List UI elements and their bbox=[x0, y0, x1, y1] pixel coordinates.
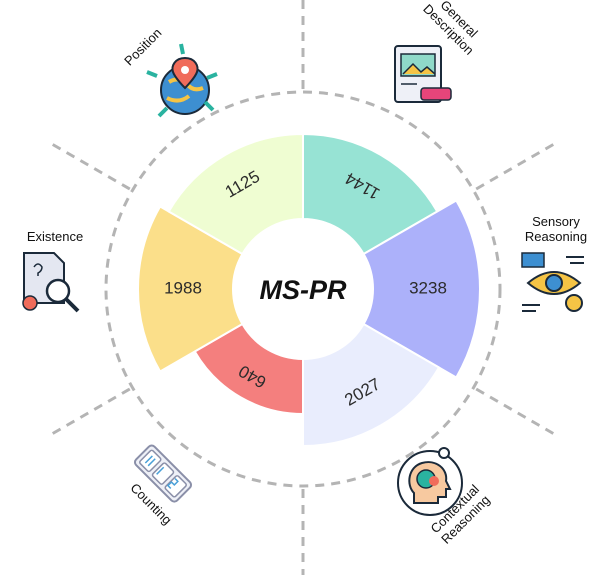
image-description-icon bbox=[394, 45, 452, 103]
globe-location-icon bbox=[146, 43, 218, 118]
divider-line bbox=[475, 387, 555, 436]
head-puzzle-icon bbox=[397, 447, 463, 516]
value-label-sensory-reasoning: 3238 bbox=[409, 278, 447, 297]
center-hole bbox=[233, 219, 373, 359]
document-search-icon bbox=[22, 252, 80, 313]
center-title: MS-PR bbox=[260, 275, 348, 305]
divider-line bbox=[51, 387, 131, 436]
divider-line bbox=[475, 142, 555, 191]
category-label-sensory-reasoning: Sensory Reasoning bbox=[525, 214, 587, 244]
counter-icon bbox=[133, 444, 193, 503]
icons-layer bbox=[22, 43, 584, 516]
value-label-existence: 1988 bbox=[164, 278, 202, 297]
decor-layer bbox=[51, 0, 555, 575]
category-label-existence: Existence bbox=[27, 229, 83, 244]
center-layer: MS-PR bbox=[233, 219, 373, 359]
divider-line bbox=[51, 142, 131, 191]
category-label-position: Position bbox=[121, 25, 164, 68]
eye-analysis-icon bbox=[521, 252, 584, 312]
outer-dashed-ring bbox=[104, 90, 502, 488]
